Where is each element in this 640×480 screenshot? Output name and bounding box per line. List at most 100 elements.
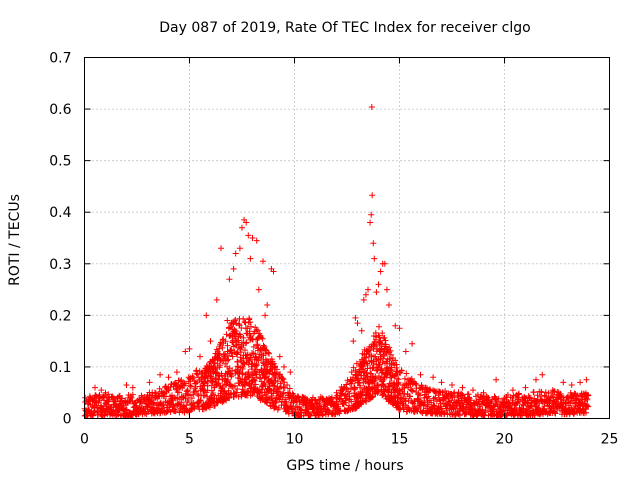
data-point <box>267 387 273 393</box>
data-point <box>279 375 286 382</box>
plot-frame <box>84 57 610 419</box>
data-point <box>480 389 487 396</box>
data-point <box>531 395 538 402</box>
data-point <box>258 334 265 341</box>
data-point <box>376 373 382 379</box>
data-point <box>128 394 135 401</box>
data-point <box>376 334 383 341</box>
data-point <box>280 383 287 390</box>
data-point <box>279 390 286 397</box>
data-point <box>516 390 522 397</box>
data-point <box>190 374 197 381</box>
data-point <box>281 363 287 370</box>
data-point <box>218 245 224 252</box>
data-point <box>522 384 529 391</box>
data-point <box>578 399 585 406</box>
data-point <box>216 352 223 359</box>
data-point <box>245 369 252 375</box>
data-point <box>213 369 220 376</box>
data-point <box>217 356 224 363</box>
data-point <box>258 368 265 375</box>
axis-ticks <box>84 57 610 419</box>
y-tick-label: 0.1 <box>49 360 71 376</box>
data-point <box>82 394 89 401</box>
data-point <box>183 402 190 409</box>
data-point <box>157 371 164 378</box>
data-point <box>185 397 192 403</box>
y-tick-label: 0 <box>63 412 72 428</box>
data-point <box>165 387 172 394</box>
data-point <box>455 389 462 396</box>
data-point <box>167 409 174 415</box>
data-point <box>286 385 293 392</box>
data-point <box>388 366 395 373</box>
grid-lines <box>84 57 610 419</box>
data-point <box>392 357 399 364</box>
data-point <box>273 366 280 373</box>
y-tick-label: 0.3 <box>49 257 71 273</box>
x-axis-label: GPS time / hours <box>286 458 403 474</box>
data-point <box>393 361 400 368</box>
data-point <box>264 302 271 308</box>
data-point <box>244 325 251 332</box>
data-point <box>348 380 355 387</box>
data-point <box>375 281 382 288</box>
data-point <box>109 394 116 401</box>
data-point <box>585 392 592 399</box>
data-point <box>271 375 278 382</box>
y-tick-label: 0.2 <box>49 308 71 324</box>
data-point <box>287 369 294 376</box>
data-point <box>225 356 232 363</box>
data-point <box>530 389 537 396</box>
data-point <box>350 338 357 345</box>
data-point <box>217 362 224 369</box>
data-point <box>268 356 275 363</box>
data-point <box>186 345 193 352</box>
data-point <box>212 402 218 409</box>
data-point <box>172 408 179 415</box>
data-point <box>354 320 361 327</box>
data-point <box>549 387 556 394</box>
data-point <box>274 389 281 396</box>
data-point <box>281 379 288 386</box>
data-point <box>226 395 233 401</box>
data-point <box>368 370 375 377</box>
data-point <box>232 250 239 257</box>
data-point <box>280 376 287 383</box>
data-point <box>422 384 429 391</box>
data-point <box>583 409 589 416</box>
data-point <box>213 296 220 303</box>
data-point <box>364 362 371 368</box>
data-point <box>409 388 416 394</box>
x-tick-labels: 0 5 10 15 20 25 <box>80 432 618 448</box>
data-point <box>533 376 539 383</box>
data-point <box>102 389 109 396</box>
data-point <box>246 328 253 335</box>
data-point <box>197 353 203 360</box>
data-point <box>545 390 552 397</box>
data-point <box>248 354 254 361</box>
data-point <box>386 302 392 308</box>
data-point <box>482 407 489 414</box>
data-point <box>231 382 238 389</box>
data-point <box>456 412 463 419</box>
data-point <box>358 327 365 334</box>
data-point <box>148 396 155 403</box>
data-point <box>226 382 233 389</box>
data-point <box>248 323 254 330</box>
data-point <box>362 354 369 361</box>
data-point <box>380 355 387 362</box>
data-point <box>277 371 284 378</box>
data-point <box>237 333 244 340</box>
data-point <box>470 387 476 394</box>
data-point <box>260 258 266 265</box>
data-point <box>173 381 180 388</box>
data-point <box>222 338 229 345</box>
data-point <box>243 219 250 226</box>
data-point <box>129 384 136 391</box>
data-point <box>467 397 474 404</box>
data-point <box>251 377 258 384</box>
data-point <box>377 337 384 344</box>
data-point <box>174 395 181 402</box>
data-point <box>371 343 378 349</box>
